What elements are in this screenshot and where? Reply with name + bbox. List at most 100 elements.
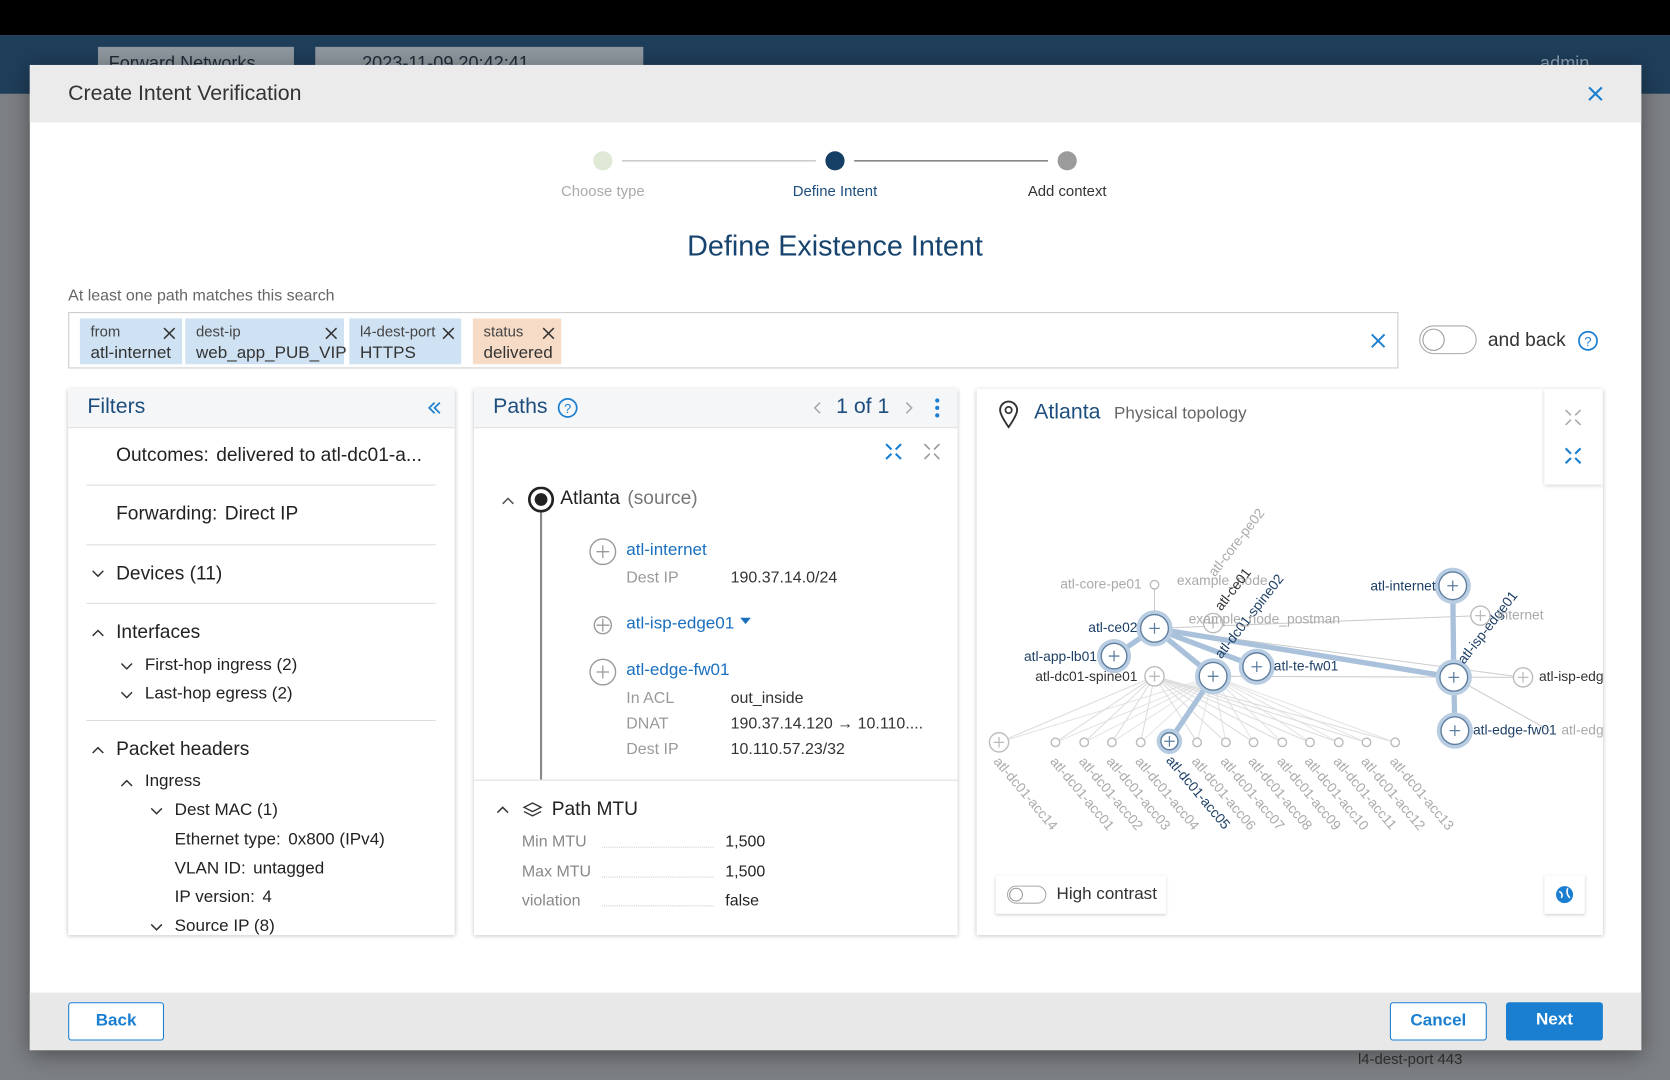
collapse-button[interactable]	[426, 399, 443, 416]
x-path	[442, 327, 455, 340]
edge	[1083, 675, 1155, 743]
chip-key: from	[90, 322, 121, 340]
chevron-path	[92, 746, 104, 754]
filter-toggle[interactable]	[92, 570, 105, 579]
filter-label: Ingress	[144, 772, 201, 791]
node[interactable]	[1149, 579, 1160, 590]
node[interactable]	[1135, 737, 1146, 748]
node[interactable]	[1333, 737, 1344, 748]
filter-label: Forwarding:	[116, 502, 218, 525]
hop-name[interactable]: atl-edge-fw01	[626, 661, 730, 680]
fit[interactable]	[1563, 446, 1582, 465]
topology-title: Atlanta	[1034, 400, 1101, 424]
filter-toggle[interactable]	[120, 779, 133, 788]
filter-toggle[interactable]	[150, 923, 163, 932]
filter-toggle[interactable]	[120, 691, 133, 700]
edge	[1154, 675, 1339, 743]
hop-name[interactable]: atl-internet	[626, 541, 707, 560]
attr-label: DNAT	[626, 714, 669, 733]
filter-label: Last-hop egress (2)	[144, 685, 293, 704]
edge	[1154, 675, 1311, 743]
leader	[601, 846, 714, 848]
globe-box[interactable]	[1544, 875, 1585, 914]
close-button[interactable]	[1587, 85, 1604, 102]
filter-row: IP version: 4	[175, 889, 272, 908]
chip-value: atl-internet	[90, 344, 172, 363]
chevron-path	[496, 806, 509, 814]
back-button[interactable]: Back	[68, 1002, 165, 1041]
filter-toggle[interactable]	[92, 628, 105, 637]
divider	[473, 779, 958, 781]
node[interactable]	[1079, 737, 1090, 748]
help-icon[interactable]: ?	[1577, 330, 1598, 351]
node-label: example_node_postman	[1189, 611, 1340, 627]
prev-page[interactable]	[813, 400, 824, 415]
node-glyph	[1517, 672, 1529, 683]
node[interactable]	[1277, 737, 1288, 748]
step-label: Define Intent	[793, 184, 878, 200]
node-label: atl-app-lb01	[1024, 648, 1097, 664]
x-path	[163, 327, 176, 340]
help-icon[interactable]: ?	[557, 397, 578, 418]
node[interactable]	[1390, 737, 1401, 748]
edge	[1154, 675, 1254, 743]
node[interactable]	[1050, 737, 1061, 748]
topology-graph: atl-internet atl-ce02 atl-app-lb01 atl-dc01…	[988, 505, 1603, 833]
more-menu[interactable]	[932, 397, 943, 418]
node[interactable]	[1361, 737, 1372, 748]
filter-row: Ingress	[145, 773, 201, 792]
hop-caret[interactable]	[740, 617, 751, 625]
filters-panel: Filters Outcomes: delivered to atl-dc01-a…	[68, 388, 455, 936]
filter-toggle[interactable]	[92, 746, 105, 755]
node[interactable]	[1305, 737, 1315, 748]
expand-all[interactable]	[922, 442, 941, 461]
filter-label: Source IP (8)	[174, 917, 275, 936]
filter-row: Dest MAC (1)	[175, 801, 278, 820]
cancel-button[interactable]: Cancel	[1389, 1002, 1487, 1041]
topology-subtitle: Physical topology	[1114, 404, 1247, 423]
edge	[1154, 676, 1198, 743]
chip-remove[interactable]	[442, 327, 455, 340]
filter-row: Interfaces	[116, 621, 200, 643]
chip-remove[interactable]	[163, 327, 176, 340]
chevron-path	[120, 691, 133, 699]
search-box[interactable]: from atl-internet dest-ip web_app_PUB_VIP l4…	[68, 312, 1399, 369]
hop-name[interactable]: atl-isp-edge01	[626, 614, 735, 633]
x-path	[325, 327, 338, 340]
next-button[interactable]: Next	[1505, 1002, 1603, 1041]
filter-toggle[interactable]	[150, 807, 163, 816]
node[interactable]	[1248, 737, 1259, 748]
and-back-toggle[interactable]	[1419, 325, 1479, 357]
dialog-footer	[29, 992, 1642, 1051]
chip-remove[interactable]	[325, 327, 338, 340]
expand[interactable]	[1563, 408, 1582, 427]
filter-toggle[interactable]	[120, 662, 133, 671]
node[interactable]	[1220, 737, 1231, 748]
filter-label: Ethernet type:	[174, 831, 281, 850]
edge	[1154, 675, 1283, 743]
mtu-toggle[interactable]	[496, 805, 509, 814]
node-label: atl-ce02	[1088, 619, 1137, 635]
chevron-path	[92, 570, 104, 578]
node[interactable]	[1106, 737, 1117, 748]
panel-title: Paths	[493, 395, 548, 419]
dialog-title: Create Intent Verification	[68, 82, 302, 106]
node-label: internet	[1497, 606, 1543, 622]
node[interactable]	[1192, 737, 1203, 748]
node-label: atl-dc01-spine01	[1035, 668, 1138, 684]
node-glyph	[1108, 650, 1120, 662]
node-label: atl-core-pe02	[1205, 505, 1268, 579]
node-glyph	[1149, 623, 1160, 634]
node-glyph	[1251, 661, 1263, 673]
clear-search[interactable]	[1371, 333, 1386, 348]
next-page[interactable]	[903, 400, 914, 415]
node-glyph	[1447, 580, 1459, 592]
chip-remove[interactable]	[542, 327, 555, 340]
contrast-toggle[interactable]	[1006, 885, 1049, 906]
node-label: atl-core-pe01	[1060, 575, 1142, 591]
collapse-all[interactable]	[884, 442, 903, 461]
node-label: atl-isp-edge02	[1539, 668, 1603, 684]
filter-label: VLAN ID:	[174, 859, 246, 879]
attr-value: 190.37.14.120 → 10.110....	[730, 714, 924, 733]
node-glyph	[1149, 670, 1160, 682]
